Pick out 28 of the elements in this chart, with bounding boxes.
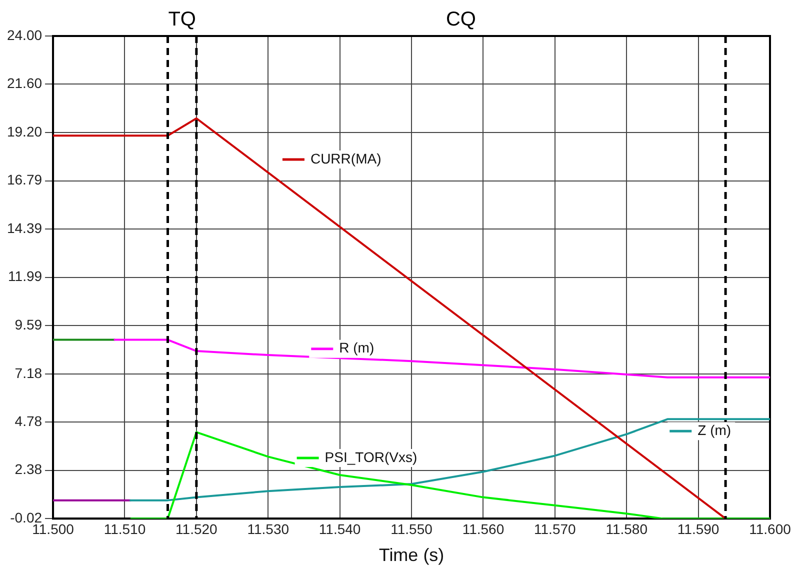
y-tick-label: 19.20 <box>6 123 42 140</box>
y-tick-label: 11.99 <box>8 268 42 284</box>
y-tick-label: 9.59 <box>14 316 42 332</box>
legend-label: R (m) <box>339 340 374 356</box>
y-tick-label: 4.78 <box>14 413 42 430</box>
x-tick-label: 11.570 <box>534 520 576 537</box>
y-tick-label: 7.18 <box>14 364 42 381</box>
x-tick-label: 11.550 <box>390 520 433 537</box>
x-tick-label: 11.530 <box>247 520 290 537</box>
y-tick-label: 14.39 <box>6 220 42 236</box>
x-axis-title: Time (s) <box>378 545 444 566</box>
y-tick-label: 24.00 <box>6 26 42 43</box>
x-tick-label: 11.510 <box>104 520 146 537</box>
x-tick-label: 11.600 <box>749 520 792 537</box>
text: CQ <box>446 8 476 31</box>
y-tick-label: -0.02 <box>10 509 42 526</box>
x-tick-label: 11.540 <box>318 520 361 537</box>
x-tick-label: 11.520 <box>176 520 218 537</box>
text: TQ <box>168 8 196 31</box>
x-tick-label: 11.580 <box>606 520 648 537</box>
x-tick-label: 11.560 <box>462 520 504 537</box>
legend-label: Z (m) <box>698 422 732 438</box>
x-tick-label: 11.590 <box>677 520 720 537</box>
legend-label: PSI_TOR(Vxs) <box>324 448 418 465</box>
y-tick-label: 2.38 <box>14 461 42 478</box>
legend-label: CURR(MA) <box>310 150 382 166</box>
y-tick-label: 16.79 <box>6 172 42 188</box>
y-tick-label: 21.60 <box>6 75 42 92</box>
